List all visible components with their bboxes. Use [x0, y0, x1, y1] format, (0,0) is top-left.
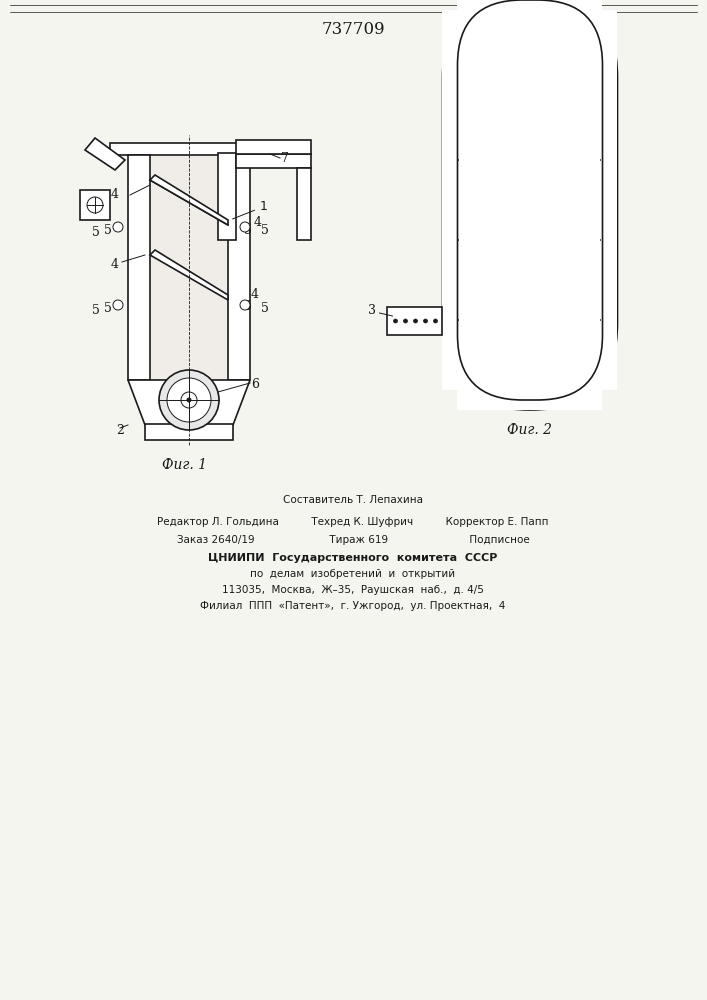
Bar — [228, 155, 250, 380]
Text: Заказ 2640/19                       Тираж 619                         Подписное: Заказ 2640/19 Тираж 619 Подписное — [177, 535, 530, 545]
Text: Фиг. 2: Фиг. 2 — [508, 423, 552, 437]
Circle shape — [240, 300, 250, 310]
Bar — [80, 190, 110, 220]
Text: 737709: 737709 — [321, 21, 385, 38]
Text: 4: 4 — [111, 188, 119, 202]
Bar — [110, 143, 310, 155]
Text: 4: 4 — [254, 216, 262, 229]
Bar — [297, 168, 311, 240]
FancyBboxPatch shape — [443, 0, 617, 410]
Bar — [236, 140, 311, 154]
Text: 5: 5 — [261, 302, 269, 314]
Bar — [128, 155, 150, 380]
Text: 2: 2 — [116, 424, 124, 436]
Circle shape — [113, 222, 123, 232]
FancyBboxPatch shape — [457, 0, 602, 400]
Text: Фиг. 1: Фиг. 1 — [163, 458, 207, 472]
Text: 5: 5 — [104, 302, 112, 314]
Circle shape — [181, 392, 197, 408]
Text: Составитель Т. Лепахина: Составитель Т. Лепахина — [283, 495, 423, 505]
Bar — [460, 155, 600, 165]
Bar — [218, 153, 236, 240]
Circle shape — [187, 398, 191, 402]
Bar — [228, 155, 250, 380]
Bar — [443, 10, 462, 390]
Bar — [218, 153, 236, 240]
Circle shape — [423, 319, 428, 323]
Text: Редактор Л. Гольдина          Техред К. Шуфрич          Корректор Е. Папп: Редактор Л. Гольдина Техред К. Шуфрич Ко… — [157, 517, 549, 527]
Polygon shape — [85, 138, 125, 170]
Text: 5: 5 — [244, 224, 252, 236]
Text: ЦНИИПИ  Государственного  комитета  СССР: ЦНИИПИ Государственного комитета СССР — [209, 553, 498, 563]
Text: 3: 3 — [368, 304, 377, 318]
Bar — [387, 307, 443, 312]
Text: 5: 5 — [244, 300, 252, 314]
Bar — [128, 155, 150, 380]
Polygon shape — [128, 380, 250, 425]
Bar — [110, 143, 310, 155]
Circle shape — [404, 319, 407, 323]
Text: по  делам  изобретений  и  открытий: по делам изобретений и открытий — [250, 569, 455, 579]
Polygon shape — [150, 175, 228, 225]
Circle shape — [394, 319, 397, 323]
Circle shape — [159, 370, 219, 430]
Text: 5: 5 — [92, 226, 100, 238]
Bar — [145, 424, 233, 440]
Circle shape — [414, 319, 418, 323]
Circle shape — [167, 378, 211, 422]
Text: Филиал  ППП  «Патент»,  г. Ужгород,  ул. Проектная,  4: Филиал ППП «Патент», г. Ужгород, ул. Про… — [200, 601, 506, 611]
Bar — [150, 155, 228, 380]
Bar — [460, 315, 600, 325]
Circle shape — [433, 319, 438, 323]
Circle shape — [240, 222, 250, 232]
Bar — [460, 235, 600, 245]
Text: 5: 5 — [261, 224, 269, 236]
Circle shape — [87, 197, 103, 213]
Bar — [457, 0, 602, 20]
Bar — [387, 330, 443, 335]
Text: 4: 4 — [111, 258, 119, 271]
Polygon shape — [150, 250, 228, 300]
Bar — [236, 154, 311, 168]
Bar — [297, 168, 311, 240]
Circle shape — [113, 300, 123, 310]
Bar — [236, 140, 311, 154]
Text: 5: 5 — [92, 304, 100, 316]
Text: 4: 4 — [251, 288, 259, 300]
Bar — [457, 380, 602, 410]
Bar — [236, 154, 311, 168]
Bar — [597, 10, 617, 390]
Text: 113035,  Москва,  Ж–35,  Раушская  наб.,  д. 4/5: 113035, Москва, Ж–35, Раушская наб., д. … — [222, 585, 484, 595]
Text: 6: 6 — [251, 378, 259, 391]
Text: 7: 7 — [281, 151, 289, 164]
Text: 1: 1 — [233, 200, 268, 219]
Bar — [145, 424, 233, 440]
Text: 5: 5 — [104, 224, 112, 236]
Bar — [387, 307, 443, 335]
